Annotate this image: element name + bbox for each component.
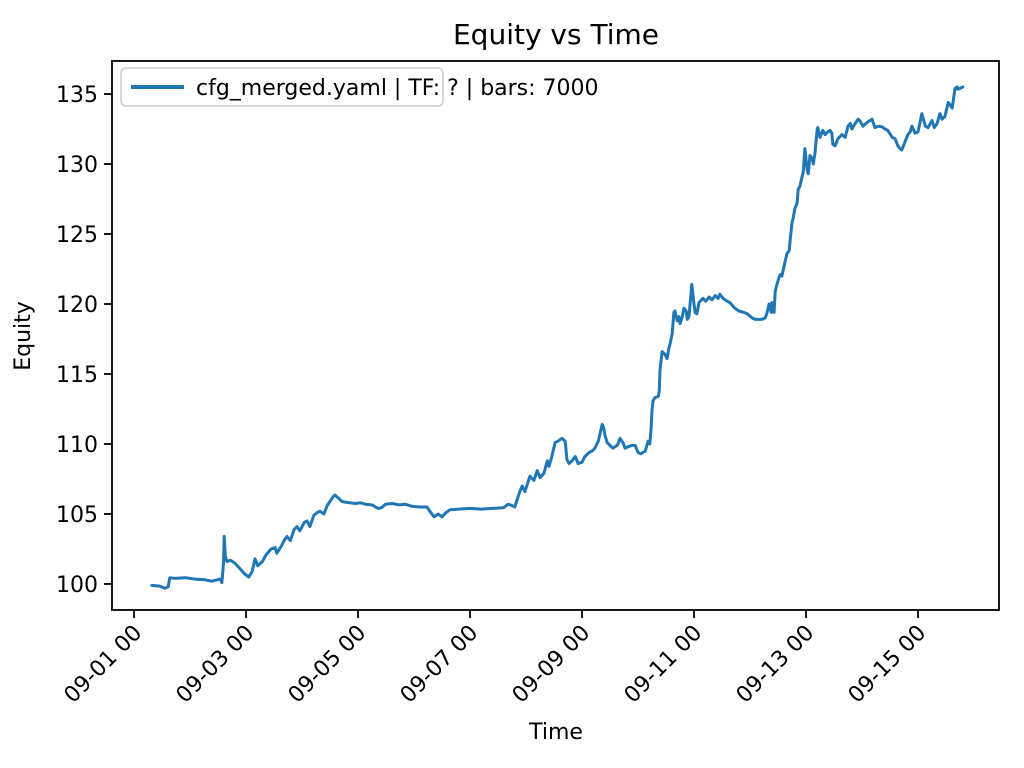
x-tick-label: 09-09 00 [508,621,596,709]
y-axis-label: Equity [11,301,36,371]
y-tick-label: 130 [56,153,98,178]
y-tick-label: 100 [56,573,98,598]
legend-label: cfg_merged.yaml | TF: ? | bars: 7000 [196,76,599,101]
x-tick-label: 09-11 00 [620,621,708,709]
x-tick-label: 09-15 00 [844,621,932,709]
y-tick-label: 120 [56,293,98,318]
equity-series-line [150,85,965,590]
x-tick-label: 09-03 00 [172,621,260,709]
y-tick-label: 135 [56,83,98,108]
equity-line [150,85,965,590]
plot-border [111,60,1000,611]
y-tick-label: 115 [56,363,98,388]
x-axis-label: Time [528,720,583,745]
x-tick-label: 09-07 00 [396,621,484,709]
chart-title: Equity vs Time [453,18,659,51]
x-tick-label: 09-05 00 [284,621,372,709]
x-tick-label: 09-01 00 [60,621,148,709]
axes: 100 105 110 115 120 125 130 135 09-01 00 09-03 00… [56,60,1000,709]
x-tick-label: 09-13 00 [732,621,820,709]
legend: cfg_merged.yaml | TF: ? | bars: 7000 [120,67,599,107]
y-tick-label: 105 [56,503,98,528]
legend-box [120,67,444,107]
y-tick-label: 125 [56,223,98,248]
y-tick-label: 110 [56,433,98,458]
